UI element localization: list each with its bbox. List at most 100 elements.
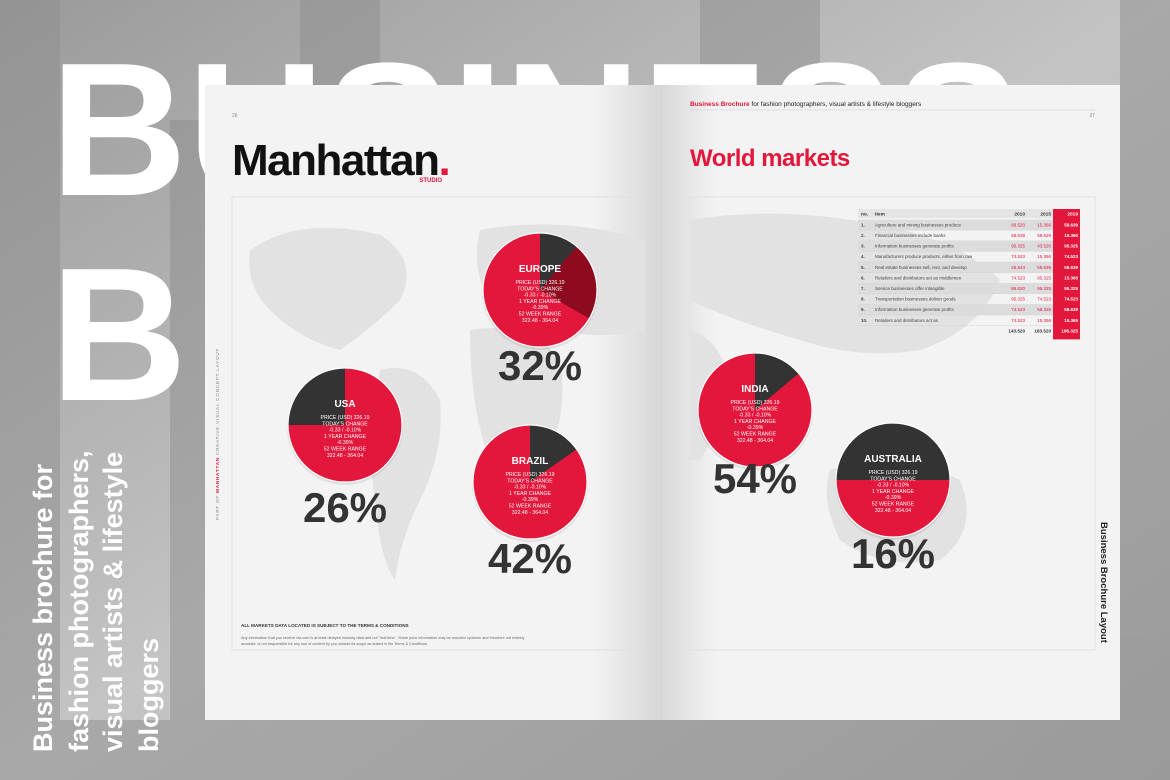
pie-ring xyxy=(287,367,403,483)
left-frame xyxy=(231,196,646,651)
table-cell: 43.520 xyxy=(1037,244,1051,249)
table-cell: Information businesses generate profits xyxy=(875,244,955,249)
table-cell: 58.629 xyxy=(1037,233,1051,238)
header-rest: for fashion photographers, visual artist… xyxy=(750,101,922,108)
market-line: 52 WEEK RANGE xyxy=(872,502,915,508)
table-header: Item xyxy=(875,212,885,218)
spine-part: PART OF xyxy=(215,493,220,520)
table-header-cell xyxy=(1005,209,1027,219)
table-cell: 58.639 xyxy=(1011,233,1025,238)
table-cell: 2. xyxy=(861,233,865,238)
table-cell: Retailers and distributors act as xyxy=(875,318,939,323)
market-line: PRICE (USD) 326.19 xyxy=(505,472,554,478)
market-line: PRICE (USD) 326.19 xyxy=(730,400,779,406)
market-line: 1 YEAR CHANGE xyxy=(734,419,777,425)
market-line: 52 WEEK RANGE xyxy=(324,447,367,453)
page-number: 27 xyxy=(1089,113,1095,119)
market-percent: 42% xyxy=(488,535,572,582)
pie-ring xyxy=(482,232,598,348)
table-cell: 74.523 xyxy=(1064,297,1078,302)
table-header: 2015 xyxy=(1040,212,1051,218)
table-cell: 86.520 xyxy=(1011,222,1025,227)
table-cell: 15.365 xyxy=(1064,318,1078,323)
market-line: TODAY'S CHANGE xyxy=(870,476,916,482)
table-cell: 74.523 xyxy=(1037,297,1051,302)
table-cell: Information businesses generate profits xyxy=(875,307,955,312)
table-cell: 5. xyxy=(861,265,865,270)
table-cell: 86.520 xyxy=(1011,286,1025,291)
table-cell: 95.325 xyxy=(1064,286,1078,291)
market-line: 322.48 - 364.04 xyxy=(875,508,911,514)
pie-ring xyxy=(697,352,813,468)
table-header: 2010 xyxy=(1014,212,1025,218)
side-text: bloggers xyxy=(134,638,164,752)
market-line: 1 YEAR CHANGE xyxy=(519,299,562,305)
table-cell: 9. xyxy=(861,307,865,312)
brand-dot: . xyxy=(439,136,450,185)
market-line: TODAY'S CHANGE xyxy=(517,286,563,292)
market-line: -0.33 / -0.10% xyxy=(329,428,362,434)
running-header: Business Brochure for fashion photograph… xyxy=(690,101,922,108)
side-text: visual artists & lifestyle xyxy=(98,452,128,752)
table-cell: 15.366 xyxy=(1037,254,1051,259)
market-line: -0.39% xyxy=(747,425,764,431)
market-line: -0.33 / -0.10% xyxy=(524,293,557,299)
table-cell: 15.366 xyxy=(1064,275,1078,280)
table-cell: 95.325 xyxy=(1064,244,1078,249)
table-cell: Retailers and distributors act as middle… xyxy=(875,275,962,280)
spine-part: MANHATTAN xyxy=(215,457,220,493)
table-row-shade xyxy=(858,219,1053,231)
pie-slice xyxy=(755,353,799,410)
market-percent: 26% xyxy=(303,484,387,531)
market-name: USA xyxy=(334,399,355,410)
table-cell: 3. xyxy=(861,244,865,249)
table-cell: 74.523 xyxy=(1011,275,1025,280)
footer-text: accurate. is not responsible for any use… xyxy=(241,642,428,646)
table-cell: 10. xyxy=(861,318,867,323)
market-line: 1 YEAR CHANGE xyxy=(509,491,552,497)
market-name: EUROPE xyxy=(519,264,562,275)
table-header-cell xyxy=(1055,209,1080,219)
market-line: -0.33 / -0.10% xyxy=(739,413,772,419)
table-header-cell xyxy=(858,209,872,219)
pie-slice xyxy=(530,425,577,482)
pie-ring xyxy=(472,424,588,540)
table-cell: 95.325 xyxy=(1011,297,1025,302)
pie-ring xyxy=(835,422,951,538)
side-label: Business Brochure Layout xyxy=(1098,522,1109,644)
table-header: 2019 xyxy=(1067,212,1078,218)
table-total: 195.325 xyxy=(1061,328,1078,333)
table-cell: 58.325 xyxy=(1037,307,1051,312)
table-cell: 58.639 xyxy=(1064,265,1078,270)
page-number: 26 xyxy=(232,113,238,119)
market-line: 322.48 - 364.04 xyxy=(512,510,548,516)
table-cell: 95.325 xyxy=(1037,286,1051,291)
table-cell: 58.639 xyxy=(1064,222,1078,227)
market-line: 322.48 - 364.04 xyxy=(522,318,558,324)
table-cell: 74.523 xyxy=(1064,254,1078,259)
side-text: Business brochure for xyxy=(28,463,58,752)
market-line: 52 WEEK RANGE xyxy=(519,312,562,318)
market-line: PRICE (USD) 326.19 xyxy=(515,280,564,286)
market-line: 322.48 - 364.04 xyxy=(737,438,773,444)
page-title: World markets xyxy=(690,145,850,172)
table-col-highlight xyxy=(1053,209,1080,340)
market-line: PRICE (USD) 326.19 xyxy=(320,415,369,421)
market-percent: 54% xyxy=(713,455,797,502)
table-row-shade xyxy=(858,240,1053,252)
header-bold: Business Brochure xyxy=(690,101,750,108)
table-cell: 7. xyxy=(861,286,865,291)
table-cell: 95.325 xyxy=(1037,275,1051,280)
table-total: 143.520 xyxy=(1008,328,1025,333)
footer-title: ALL MARKETS DATA LOCATED IS SUBJECT TO T… xyxy=(241,623,409,628)
table-cell: Financial businesses include banks xyxy=(875,233,946,238)
table-row-shade xyxy=(858,262,1053,273)
market-line: 1 YEAR CHANGE xyxy=(324,434,367,440)
market-line: 322.48 - 364.04 xyxy=(327,453,363,459)
footer-text: Any information that you receive via.com… xyxy=(241,636,525,640)
table-cell: Agriculture and mining businesses produc… xyxy=(875,222,962,227)
table-cell: 58.639 xyxy=(1037,265,1051,270)
market-line: -0.33 / -0.10% xyxy=(514,485,547,491)
